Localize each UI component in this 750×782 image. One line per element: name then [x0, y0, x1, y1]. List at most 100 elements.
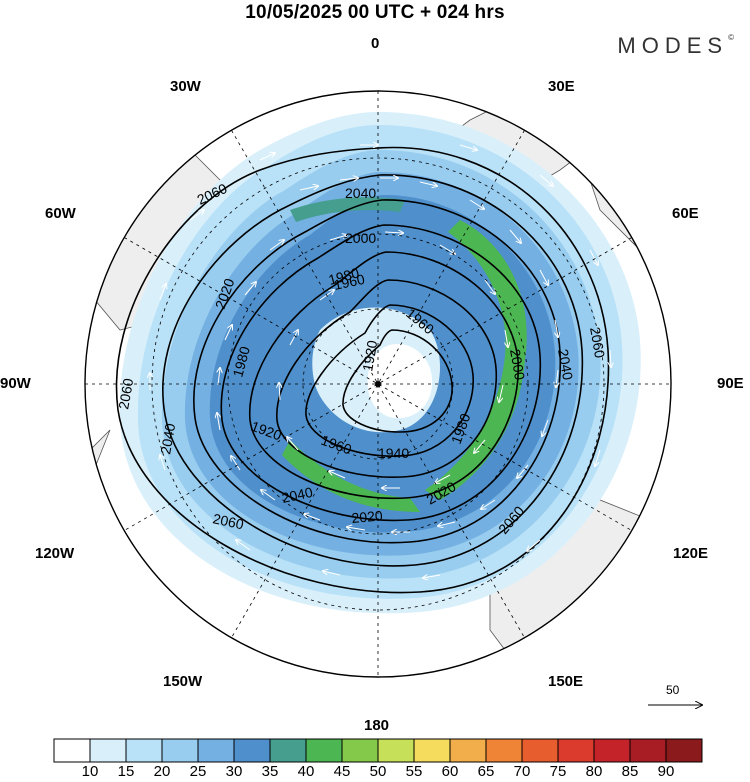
colorbar-tick-label: 80 [585, 763, 603, 780]
wind-arrow [539, 269, 548, 285]
colorbar-tick-label: 65 [477, 763, 495, 780]
wind-arrow [236, 540, 251, 551]
contour-label: 2040 [345, 185, 376, 201]
contour-label: 2000 [345, 230, 376, 246]
wind-arrow [231, 456, 241, 471]
contour-1980 [248, 251, 519, 500]
colorbar-tick-label: 45 [333, 763, 351, 780]
contour-2040 [162, 174, 584, 567]
modes-logo: MODES© [617, 33, 734, 59]
wind-arrow [555, 319, 558, 337]
copyright-mark: © [728, 33, 734, 42]
colorbar-tick-label: 85 [621, 763, 639, 780]
wind-arrow [439, 244, 455, 254]
contour-1960 [276, 279, 498, 478]
lon-label-120e: 120E [673, 545, 709, 562]
colorbar-tick-label: 75 [549, 763, 567, 780]
wind-arrow [217, 413, 220, 431]
contour-2060 [115, 146, 610, 594]
wind-arrow [218, 368, 220, 386]
wind-arrow [484, 279, 495, 294]
contour-2000 [220, 224, 542, 522]
wind-arrow [542, 419, 549, 436]
lon-label-60w: 60W [45, 205, 76, 222]
colorbar-tick-label: 90 [657, 763, 675, 780]
wind-arrow [244, 282, 256, 296]
contour-label: 1980 [327, 264, 361, 288]
wind-arrow [279, 383, 280, 401]
wind-arrow [189, 210, 204, 221]
lon-label-0: 0 [371, 35, 380, 52]
colorbar-tick-label: 15 [117, 763, 135, 780]
lon-label-180: 180 [364, 717, 390, 734]
wind-arrow [159, 284, 166, 301]
wind-arrow [329, 471, 346, 479]
colorbar-tick-label: 70 [513, 763, 531, 780]
lon-label-90w: 90W [0, 375, 31, 392]
colorbar-tick-label: 10 [81, 763, 99, 780]
contour-label: 2020 [351, 507, 384, 526]
contour-label: 2060 [211, 510, 245, 532]
lon-label-30w: 30W [170, 78, 201, 95]
wind-arrow [384, 232, 403, 233]
wind-arrow [610, 349, 611, 367]
map-title: 10/05/2025 00 UTC + 024 hrs [245, 2, 505, 23]
colorbar-tick-label: 35 [261, 763, 279, 780]
colorbar-tick-label: 55 [405, 763, 423, 780]
wind-arrow [517, 464, 529, 478]
wind-arrow [289, 330, 298, 346]
shade-calm-center [367, 344, 433, 419]
wind-arrow [339, 178, 358, 180]
lon-label-30e: 30E [548, 78, 575, 95]
contour-label: 2040 [157, 422, 178, 456]
contour-label: 1940 [378, 445, 409, 461]
colorbar-tick-label: 50 [369, 763, 387, 780]
wind-arrow [299, 186, 318, 191]
wind-arrow [595, 449, 601, 466]
wind-arrow [481, 499, 496, 509]
wind-arrow [505, 329, 508, 347]
graticule [85, 91, 671, 677]
wind-arrow [269, 240, 284, 251]
wind-arrow [539, 174, 553, 186]
contour-label: 2060 [587, 326, 608, 360]
wind-arrow [474, 439, 486, 453]
wind-arrow [589, 249, 598, 265]
wind-vectors [150, 145, 611, 578]
colorbar-tick-label: 60 [441, 763, 459, 780]
wind-arrow [509, 229, 521, 243]
wind-arrow [435, 474, 451, 483]
brand-text: MODES [617, 33, 729, 58]
wind-arrow [469, 199, 484, 209]
lon-label-120w: 120W [35, 545, 75, 562]
lon-label-150w: 150W [163, 673, 203, 690]
contour-1920 [342, 329, 453, 433]
wind-arrow [423, 575, 441, 578]
contour-label: 2040 [280, 484, 314, 506]
wind-arrow [329, 235, 347, 241]
wind-arrow [160, 455, 166, 471]
wind-arrow [527, 539, 541, 551]
wind-arrow [499, 384, 504, 402]
wind-arrow [304, 514, 321, 521]
wind-arrow [419, 181, 437, 186]
colorbar-tick-label: 40 [297, 763, 315, 780]
wind-arrow [224, 325, 232, 341]
colorbar-tick-label: 20 [153, 763, 171, 780]
contour-label: 2060 [115, 377, 136, 411]
wind-arrow [459, 144, 477, 150]
colorbar-tick-label: 25 [189, 763, 207, 780]
vector-scale-label: 50 [666, 683, 680, 697]
wind-arrow [261, 490, 276, 501]
wind-arrow [438, 521, 456, 526]
wind-arrow [259, 153, 275, 161]
contour-label: 1980 [229, 344, 253, 378]
map-boundary [84, 90, 672, 678]
north-pole-marker [375, 381, 381, 387]
shade-45-arc-east [425, 220, 527, 500]
contour-1940 [305, 304, 474, 457]
lon-label-60e: 60E [672, 205, 699, 222]
contour-label: 2040 [555, 348, 576, 382]
wind-arrow [347, 527, 366, 530]
